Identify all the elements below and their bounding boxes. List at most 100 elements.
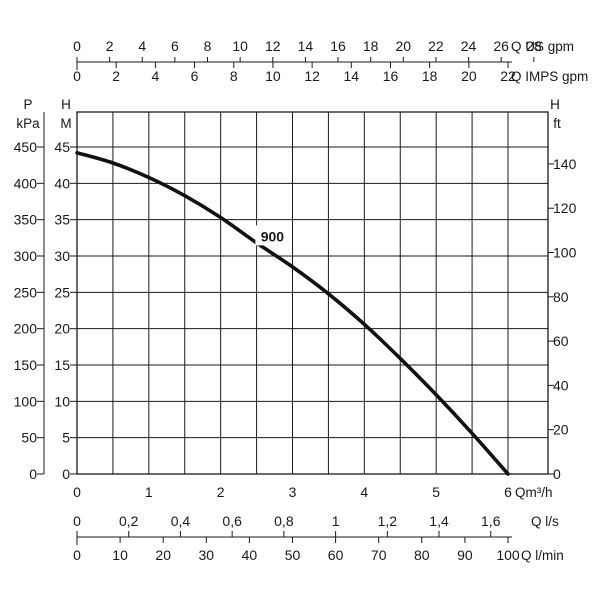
curve-label: 900 (261, 228, 285, 244)
ls-axis-label: Q l/s (531, 514, 559, 529)
head-ft-axis-unit: ft (553, 116, 561, 131)
lmin-tick-label: 0 (73, 547, 81, 563)
head-ft-tick-label: 40 (553, 377, 569, 393)
lmin-tick-label: 60 (328, 547, 344, 563)
us-gpm-tick-label: 8 (204, 38, 212, 54)
imps-gpm-tick-label: 10 (265, 68, 281, 84)
lmin-tick-label: 10 (112, 547, 128, 563)
head-m-axis-letter: H (61, 97, 71, 112)
ls-tick-label: 1,2 (378, 513, 398, 529)
pressure-tick-label: 200 (14, 321, 38, 337)
curve-data-point (291, 265, 294, 269)
x-tick-label: 4 (360, 484, 368, 500)
curve-data-point (434, 393, 438, 396)
head-m-tick-label: 15 (54, 357, 70, 373)
us-gpm-tick-label: 16 (330, 38, 346, 54)
curve-label-background (255, 225, 290, 246)
curve-data-point (183, 194, 186, 197)
pressure-axis-unit: kPa (16, 116, 40, 131)
us-gpm-tick-label: 20 (396, 38, 412, 54)
ls-tick-label: 0 (73, 513, 81, 529)
imps-gpm-tick-label: 2 (112, 68, 120, 84)
pressure-tick-label: 250 (14, 284, 38, 300)
curve-data-point (399, 357, 402, 360)
curve-data-point (147, 176, 151, 179)
head-ft-tick-label: 60 (553, 333, 569, 349)
x-tick-label: 2 (217, 484, 225, 500)
us-gpm-tick-label: 22 (428, 38, 444, 54)
us-gpm-tick-label: 18 (363, 38, 379, 54)
us-gpm-tick-label: 26 (493, 38, 509, 54)
pressure-tick-label: 0 (29, 466, 37, 482)
ls-tick-label: 1,4 (429, 513, 449, 529)
ls-tick-label: 1,6 (481, 513, 501, 529)
performance-curve-group: 900 (75, 151, 510, 476)
us-gpm-tick-label: 10 (232, 38, 248, 54)
imps-gpm-tick-label: 0 (73, 68, 81, 84)
head-m-tick-label: 45 (54, 139, 70, 155)
imps-gpm-tick-label: 20 (461, 68, 477, 84)
us-gpm-tick-label: 6 (171, 38, 179, 54)
us-gpm-tick-label: 14 (298, 38, 314, 54)
head-ft-tick-label: 80 (553, 289, 569, 305)
x-tick-label: 5 (432, 484, 440, 500)
us-gpm-tick-label: 4 (138, 38, 146, 54)
imps-gpm-tick-label: 22 (500, 68, 516, 84)
lmin-tick-label: 40 (242, 547, 258, 563)
pressure-tick-label: 150 (14, 357, 38, 373)
head-ft-axis-letter: H (550, 97, 560, 112)
head-ft-tick-label: 140 (553, 156, 577, 172)
imps-gpm-axis-label: Q IMPS gpm (511, 69, 588, 84)
imps-gpm-tick-label: 12 (304, 68, 320, 84)
lmin-axis-label: Q l/min (521, 548, 564, 563)
pressure-tick-label: 350 (14, 212, 38, 228)
pressure-axis-letter: P (23, 97, 32, 112)
imps-gpm-tick-label: 6 (191, 68, 199, 84)
head-m-tick-label: 30 (54, 248, 70, 264)
x-tick-label: 1 (145, 484, 153, 500)
x-tick-label: 0 (73, 484, 81, 500)
lmin-tick-label: 90 (457, 547, 473, 563)
plot-frame (76, 111, 549, 475)
us-gpm-tick-label: 2 (106, 38, 114, 54)
imps-gpm-tick-label: 4 (151, 68, 159, 84)
us-gpm-tick-label: 12 (265, 38, 281, 54)
pressure-tick-label: 50 (21, 430, 37, 446)
curve-data-point (470, 432, 474, 435)
imps-gpm-tick-label: 8 (230, 68, 238, 84)
head-m-tick-label: 5 (62, 430, 70, 446)
x-tick-label: 6 (504, 484, 512, 500)
imps-gpm-tick-label: 18 (422, 68, 438, 84)
head-m-tick-label: 40 (54, 175, 70, 191)
pressure-tick-label: 300 (14, 248, 38, 264)
ls-tick-label: 0,6 (222, 513, 242, 529)
lmin-tick-label: 30 (199, 547, 215, 563)
curve-data-point (111, 161, 115, 165)
lmin-tick-label: 100 (496, 547, 520, 563)
ls-tick-label: 0,4 (171, 513, 191, 529)
curve-data-point (363, 323, 366, 326)
curve-data-point (327, 292, 330, 295)
head-ft-tick-label: 20 (553, 422, 569, 438)
lmin-tick-label: 70 (371, 547, 387, 563)
curve-data-point (75, 151, 79, 155)
head-m-tick-label: 0 (62, 466, 70, 482)
us-gpm-tick-label: 28 (526, 38, 542, 54)
head-m-tick-label: 25 (54, 284, 70, 300)
head-ft-tick-label: 120 (553, 200, 577, 216)
us-gpm-axis-label: Q US gpm (511, 39, 574, 54)
ls-tick-label: 0,2 (119, 513, 139, 529)
head-ft-tick-label: 0 (553, 466, 561, 482)
ls-tick-label: 0,8 (274, 513, 294, 529)
pressure-tick-label: 100 (14, 393, 38, 409)
plot-grid (77, 112, 548, 474)
pressure-tick-label: 450 (14, 139, 38, 155)
ls-tick-label: 1 (332, 513, 340, 529)
imps-gpm-tick-label: 16 (383, 68, 399, 84)
imps-gpm-tick-label: 14 (344, 68, 360, 84)
chart-axes (37, 57, 554, 545)
head-m-tick-label: 20 (54, 321, 70, 337)
x-axis-label: Qm³/h (515, 485, 553, 500)
head-m-tick-label: 35 (54, 212, 70, 228)
